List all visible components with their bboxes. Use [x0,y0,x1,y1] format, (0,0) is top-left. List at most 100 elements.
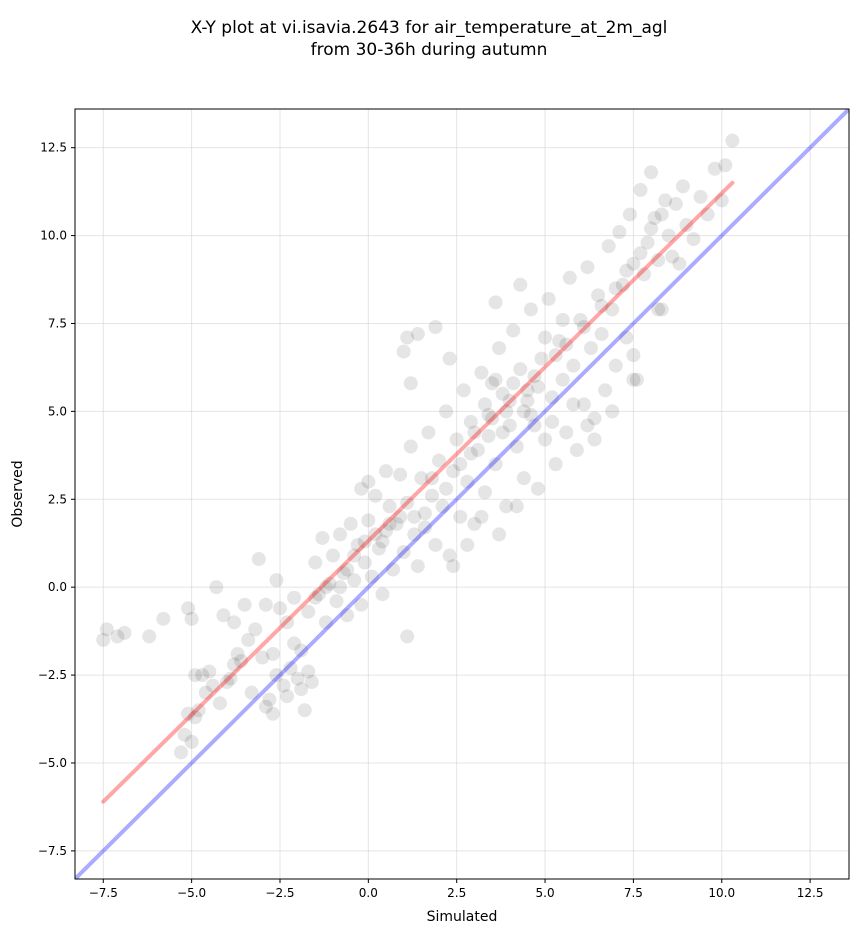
data-point [509,499,524,514]
data-point [184,734,199,749]
data-point [499,499,514,514]
plot-frame [74,108,850,880]
data-point [506,376,521,391]
data-point [626,372,641,387]
data-point [382,499,397,514]
data-point [718,158,733,173]
data-point [576,397,591,412]
data-point [495,386,510,401]
data-point [96,632,111,647]
data-point [513,277,528,292]
data-point [640,235,655,250]
data-point [679,218,694,233]
data-point [513,362,528,377]
data-point [209,580,224,595]
data-point [265,646,280,661]
data-point [216,608,231,623]
data-point [287,590,302,605]
data-point [516,404,531,419]
data-point [400,495,415,510]
y-tick-label: −7.5 [38,844,67,858]
data-point [205,678,220,693]
data-point [552,334,567,349]
data-point [361,474,376,489]
data-point [340,562,355,577]
data-point [375,587,390,602]
data-point [407,527,422,542]
data-point [219,675,234,690]
data-point [258,699,273,714]
data-point [714,193,729,208]
data-point [280,615,295,630]
x-tick-label: 0.0 [359,886,378,900]
data-point [569,443,584,458]
data-point [449,432,464,447]
data-point [308,555,323,570]
data-point [347,573,362,588]
data-point [439,404,454,419]
data-point [184,611,199,626]
data-point [675,179,690,194]
data-point [516,471,531,486]
data-point [619,263,634,278]
data-point [548,348,563,363]
data-point [587,411,602,426]
data-point [403,376,418,391]
data-point [241,632,256,647]
data-point [439,481,454,496]
data-point [545,390,560,405]
data-point [290,671,305,686]
y-tick-label: 0.0 [48,580,67,594]
data-point [414,471,429,486]
data-point [318,580,333,595]
data-point [523,302,538,317]
data-point [181,601,196,616]
data-point [573,312,588,327]
data-point [485,411,500,426]
data-point [520,383,535,398]
data-point [354,481,369,496]
y-tick-label: −5.0 [38,756,67,770]
x-tick-label: −7.5 [89,886,118,900]
data-point [294,643,309,658]
data-point [591,288,606,303]
data-point [379,523,394,538]
chart-title: X-Y plot at vi.isavia.2643 for air_tempe… [190,18,668,38]
data-point [347,548,362,563]
data-point [432,453,447,468]
data-point [198,685,213,700]
data-point [633,246,648,261]
data-point [467,516,482,531]
data-point [548,457,563,472]
data-point [265,706,280,721]
data-point [308,590,323,605]
data-point [545,414,560,429]
data-point [495,425,510,440]
data-point [333,527,348,542]
data-point [661,228,676,243]
data-point [658,193,673,208]
data-point [453,457,468,472]
data-point [304,675,319,690]
data-point [400,629,415,644]
data-point [371,541,386,556]
data-point [428,537,443,552]
data-point [142,629,157,644]
data-point [509,439,524,454]
data-point [251,552,266,567]
data-point [559,425,574,440]
axis-ticks: −7.5 −5.0 −2.5 0.0 2.5 5.0 7.5 10.0 12.5 −7.5 −5.0… [38,141,824,900]
data-point [410,559,425,574]
data-point [474,365,489,380]
data-point [396,545,411,560]
data-point [463,446,478,461]
data-point [435,499,450,514]
data-point [227,657,242,672]
data-point [605,302,620,317]
data-point [255,650,270,665]
data-point [460,537,475,552]
data-point [523,407,538,422]
data-point [181,706,196,721]
data-point [707,161,722,176]
data-point [375,534,390,549]
